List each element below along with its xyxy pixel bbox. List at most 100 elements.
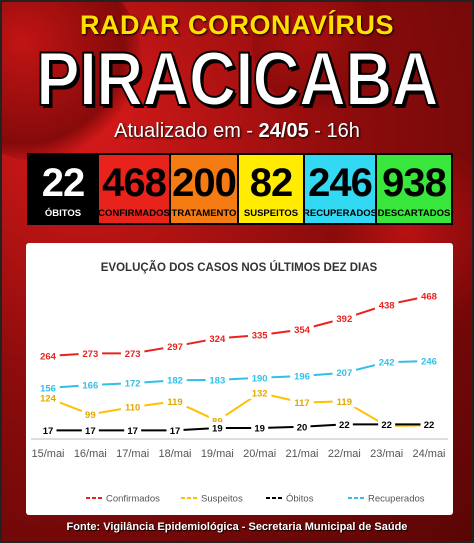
data-label-bg <box>374 298 399 311</box>
data-label-bg <box>247 371 272 384</box>
data-label: 392 <box>336 314 352 325</box>
data-label-bg <box>247 329 272 342</box>
data-label: 196 <box>294 372 310 383</box>
x-tick-label: 16/mai <box>74 448 107 460</box>
data-label: 22 <box>339 420 350 431</box>
data-label-bg <box>78 347 103 360</box>
data-label-bg <box>124 424 142 437</box>
data-label: 183 <box>209 375 225 386</box>
source-footer: Fonte: Vigilância Epidemiológica - Secre… <box>66 521 408 533</box>
chart-panel: EVOLUÇÃO DOS CASOS NOS ÚLTIMOS DEZ DIAS … <box>26 243 453 515</box>
legend-item: Óbitos <box>266 494 314 505</box>
data-label: 438 <box>379 300 395 311</box>
legend-label: Confirmados <box>106 494 160 505</box>
data-label: 17 <box>170 426 181 437</box>
legend-item: Recuperados <box>348 494 425 505</box>
x-tick-label: 19/mai <box>201 448 234 460</box>
stat-value: 246 <box>308 161 373 205</box>
x-tick-label: 18/mai <box>158 448 191 460</box>
stat-label: TRATAMENTO <box>171 208 237 219</box>
data-label-bg <box>36 382 60 394</box>
data-label: 19 <box>254 424 265 435</box>
data-label: 19 <box>212 424 223 435</box>
data-label: 324 <box>209 334 226 345</box>
stat-tratamento: 200 TRATAMENTO <box>171 155 239 223</box>
x-tick-label: 23/mai <box>370 448 403 460</box>
data-label: 166 <box>82 381 98 392</box>
stat-label: ÓBITOS <box>44 208 82 219</box>
line-chart: EVOLUÇÃO DOS CASOS NOS ÚLTIMOS DEZ DIAS … <box>31 261 448 505</box>
legend-label: Suspeitos <box>201 494 243 505</box>
x-tick-label: 20/mai <box>243 448 276 460</box>
data-label: 110 <box>125 403 140 414</box>
data-label: 242 <box>379 358 395 369</box>
x-tick-label: 24/mai <box>412 448 445 460</box>
data-label: 273 <box>125 349 141 360</box>
data-label: 297 <box>167 342 183 353</box>
stat-suspeitos: 82 SUSPEITOS <box>239 155 305 223</box>
data-label-bg <box>36 392 60 404</box>
data-label-bg <box>290 370 314 382</box>
data-label: 264 <box>40 352 57 363</box>
stat-label: RECUPERADOS <box>303 208 377 219</box>
data-label-bg <box>332 395 357 408</box>
x-tick-label: 17/mai <box>116 448 149 460</box>
stat-label: CONFIRMADOS <box>98 208 170 219</box>
data-label: 117 <box>294 398 309 409</box>
data-label: 89 <box>212 416 223 427</box>
stat-value: 82 <box>249 161 293 205</box>
data-label: 132 <box>252 388 268 399</box>
data-label: 182 <box>167 376 183 387</box>
data-label: 17 <box>85 426 96 437</box>
stat-value: 938 <box>382 161 447 205</box>
series-line-3 <box>47 360 430 389</box>
data-label: 22 <box>381 420 392 431</box>
data-label-bg <box>420 418 438 431</box>
data-label-bg <box>120 377 145 390</box>
stat-value: 468 <box>102 161 167 205</box>
data-label-bg <box>163 395 187 408</box>
data-label: 273 <box>82 349 98 360</box>
series-line-1 <box>47 391 430 428</box>
chart-legend: Confirmados Suspeitos Óbitos Recuperados <box>86 494 425 505</box>
updated-line: Atualizado em - 24/05 - 16h <box>2 120 472 143</box>
updated-suffix: - 16h <box>308 120 360 142</box>
data-label: 354 <box>294 325 311 336</box>
data-label: 119 <box>167 397 182 408</box>
data-label: 20 <box>297 422 308 433</box>
data-label-bg <box>120 401 145 414</box>
data-label-bg <box>374 356 399 369</box>
data-label-bg <box>166 424 184 437</box>
data-label: 119 <box>337 397 352 408</box>
updated-date: 24/05 <box>258 120 309 142</box>
plot-area: 15/mai 16/mai 17/mai 18/mai 19/mai 20/mai 21/m… <box>31 290 448 460</box>
data-label-bg <box>290 323 314 336</box>
stat-obitos: 22 ÓBITOS <box>29 155 99 223</box>
data-label-bg <box>163 374 187 387</box>
updated-prefix: Atualizado em - <box>114 120 259 142</box>
data-label-bg <box>78 379 103 391</box>
stat-label: DESCARTADOS <box>377 208 451 219</box>
stat-value: 22 <box>41 161 85 205</box>
data-label: 124 <box>40 394 57 405</box>
data-label: 468 <box>421 292 437 303</box>
stat-descartados: 938 DESCARTADOS <box>377 155 451 223</box>
stat-value: 200 <box>172 161 237 205</box>
stat-label: SUSPEITOS <box>243 208 299 219</box>
data-label: 207 <box>336 368 352 379</box>
data-label-bg <box>332 312 357 325</box>
data-label-bg <box>208 422 226 434</box>
data-label: 22 <box>424 420 435 431</box>
data-label-bg <box>39 424 57 437</box>
data-label: 17 <box>43 426 54 437</box>
data-label-bg <box>205 332 230 345</box>
data-label-bg <box>335 418 353 431</box>
stat-confirmados: 468 CONFIRMADOS <box>98 155 171 223</box>
x-tick-label: 21/mai <box>285 448 318 460</box>
data-label: 99 <box>85 410 96 421</box>
data-label: 246 <box>421 357 437 368</box>
data-label-bg <box>205 373 230 386</box>
data-label-bg <box>163 340 187 353</box>
stat-recuperados: 246 RECUPERADOS <box>303 155 377 223</box>
